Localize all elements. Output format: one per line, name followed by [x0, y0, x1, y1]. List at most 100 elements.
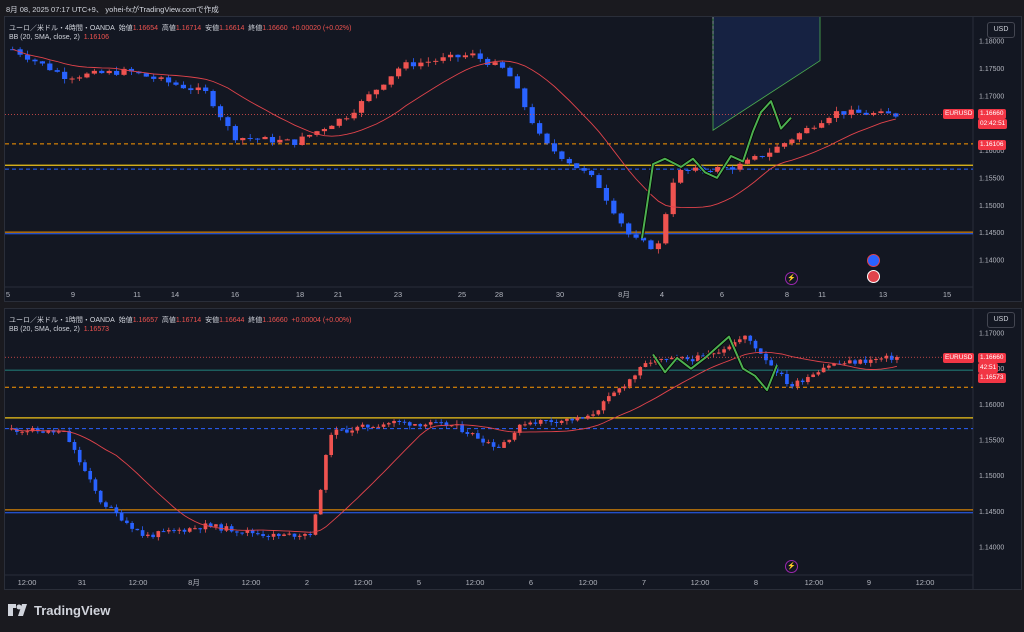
candle-body — [512, 432, 517, 440]
candle-body — [795, 380, 800, 387]
time-tick-label: 30 — [556, 290, 564, 299]
candle-body — [743, 335, 747, 340]
candle-body — [633, 234, 639, 238]
candle-body — [306, 134, 313, 137]
price-tick-label: 1.16000 — [979, 148, 1004, 155]
time-tick-label: 12:00 — [242, 578, 261, 587]
candle-body — [72, 442, 77, 450]
candlestick-chart-1h[interactable]: 1.170001.165001.160001.155001.150001.145… — [5, 309, 1021, 589]
candle-body — [643, 363, 648, 368]
candle-body — [707, 171, 713, 173]
candle-body — [140, 530, 145, 536]
candle-body — [360, 424, 365, 427]
candle-body — [214, 524, 218, 527]
candlestick-chart-4h[interactable]: 1.180001.175001.170001.165001.160001.155… — [5, 17, 1021, 301]
candle-body — [507, 67, 513, 77]
chart-header: 8月 08, 2025 07:17 UTC+9、 yohei-fxがTradin… — [6, 5, 219, 14]
candle-body — [396, 68, 402, 77]
chart-panel-4h[interactable]: ユーロ／米ドル・4時間・OANDA 始値1.16654 高値1.16714 安値… — [4, 16, 1022, 302]
bb-legend[interactable]: BB (20, SMA, close, 2) 1.16106 — [9, 34, 110, 41]
candle-body — [84, 73, 90, 78]
candle-body — [678, 170, 684, 183]
candle-body — [418, 62, 424, 67]
candle-body — [819, 123, 825, 128]
candle-body — [753, 340, 758, 349]
candle-body — [373, 89, 379, 95]
candle-body — [696, 355, 700, 362]
candle-body — [121, 68, 127, 75]
candle-body — [156, 531, 161, 538]
candle-body — [119, 512, 124, 521]
candle-body — [870, 113, 877, 115]
candle-body — [271, 533, 276, 537]
candle-body — [324, 455, 328, 490]
candle-body — [46, 430, 51, 433]
eu-flag-icon[interactable] — [867, 254, 880, 267]
candle-body — [219, 524, 223, 531]
candle-body — [208, 523, 213, 527]
us-flag-icon[interactable] — [867, 270, 880, 283]
candle-body — [790, 384, 795, 387]
candle-body — [711, 353, 716, 355]
time-tick-label: 7 — [642, 578, 646, 587]
price-tick-label: 1.15000 — [979, 473, 1004, 480]
time-tick-label: 31 — [78, 578, 86, 587]
lightning-icon[interactable]: ⚡ — [785, 272, 798, 285]
candle-body — [339, 429, 344, 431]
candle-body — [366, 94, 372, 102]
candle-body — [737, 163, 743, 170]
candle-body — [716, 352, 721, 354]
candle-body — [638, 367, 643, 376]
candle-body — [434, 422, 438, 424]
lightning-icon[interactable]: ⚡ — [785, 560, 798, 573]
candle-body — [522, 88, 528, 108]
candle-body — [796, 133, 802, 140]
candle-body — [895, 356, 899, 360]
chart-panel-1h[interactable]: ユーロ／米ドル・1時間・OANDA 始値1.16657 高値1.16714 安値… — [4, 308, 1022, 590]
candle-body — [586, 415, 590, 419]
candle-body — [282, 534, 286, 536]
candle-body — [433, 60, 439, 62]
bb-legend[interactable]: BB (20, SMA, close, 2) 1.16573 — [9, 326, 110, 333]
candle-body — [826, 117, 832, 124]
candle-body — [381, 84, 387, 90]
price-tag: 1.16660 — [978, 109, 1006, 119]
candle-body — [30, 428, 35, 432]
candle-body — [858, 359, 863, 364]
candle-body — [423, 424, 428, 427]
currency-button[interactable]: USD — [987, 312, 1015, 328]
candle-body — [580, 417, 585, 419]
candle-body — [596, 175, 602, 188]
candle-body — [648, 240, 654, 250]
candle-body — [232, 126, 238, 141]
candle-body — [863, 359, 868, 363]
candle-body — [54, 70, 60, 72]
tradingview-logo[interactable]: TradingView — [8, 603, 110, 619]
candle-body — [692, 167, 699, 171]
candle-body — [856, 109, 862, 113]
time-tick-label: 4 — [660, 290, 664, 299]
candle-body — [299, 136, 305, 145]
candle-body — [477, 53, 483, 59]
candle-body — [554, 421, 559, 423]
time-tick-label: 6 — [720, 290, 724, 299]
candle-body — [99, 70, 105, 74]
candle-body — [177, 529, 182, 531]
time-tick-label: 8 — [754, 578, 758, 587]
candle-body — [403, 62, 409, 69]
price-tick-label: 1.14000 — [979, 545, 1004, 552]
price-tick-label: 1.18000 — [979, 39, 1004, 46]
time-tick-label: 12:00 — [579, 578, 598, 587]
candle-body — [879, 358, 884, 360]
candle-body — [166, 530, 171, 532]
candle-body — [655, 243, 661, 250]
candle-body — [507, 439, 512, 443]
candle-body — [114, 70, 120, 75]
candle-body — [659, 358, 664, 360]
candle-body — [388, 76, 394, 85]
candle-body — [143, 73, 149, 77]
currency-button[interactable]: USD — [987, 22, 1015, 38]
chart-legend-ohlc: ユーロ／米ドル・4時間・OANDA 始値1.16654 高値1.16714 安値… — [9, 25, 352, 32]
candle-body — [523, 424, 527, 426]
candle-body — [885, 111, 892, 114]
